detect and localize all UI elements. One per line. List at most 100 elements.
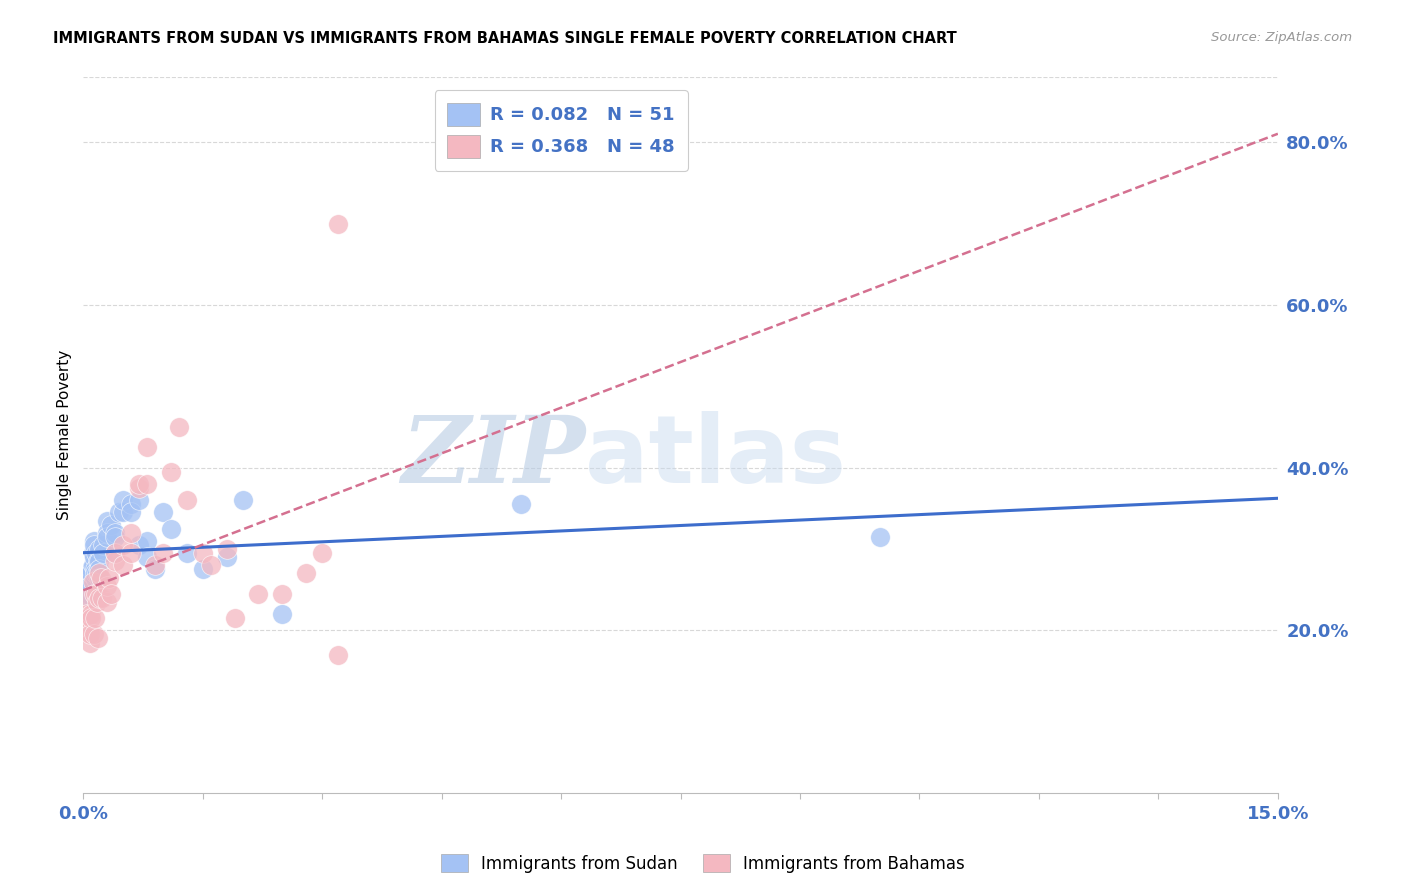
Point [86,566,108,581]
Point [311,546,333,560]
Point [100,587,122,601]
Point [224,611,246,625]
Point [120,506,142,520]
Point [79,591,101,605]
Point [112,558,135,573]
Point [232,493,254,508]
Text: IMMIGRANTS FROM SUDAN VS IMMIGRANTS FROM BAHAMAS SINGLE FEMALE POVERTY CORRELATI: IMMIGRANTS FROM SUDAN VS IMMIGRANTS FROM… [53,31,957,46]
Point [86,595,108,609]
Point [83,550,105,565]
Point [91,546,114,560]
Point [108,506,131,520]
Point [136,441,159,455]
Point [76,591,98,605]
Point [77,624,100,638]
Point [77,566,100,581]
Point [271,587,294,601]
Point [89,566,111,581]
Point [112,538,135,552]
Point [83,627,105,641]
Point [80,562,103,576]
Point [295,566,318,581]
Legend: Immigrants from Sudan, Immigrants from Bahamas: Immigrants from Sudan, Immigrants from B… [434,847,972,880]
Point [128,481,150,495]
Point [215,542,238,557]
Point [83,533,105,548]
Point [82,574,104,589]
Point [112,493,135,508]
Point [120,497,142,511]
Point [90,570,112,584]
Point [77,611,100,625]
Legend: R = 0.082   N = 51, R = 0.368   N = 48: R = 0.082 N = 51, R = 0.368 N = 48 [434,90,688,170]
Point [136,550,159,565]
Point [128,538,150,552]
Point [176,546,198,560]
Point [136,477,159,491]
Point [136,533,159,548]
Point [86,554,108,568]
Point [152,506,174,520]
Point [96,595,118,609]
Point [326,217,349,231]
Point [97,570,120,584]
Point [76,607,98,621]
Point [82,546,104,560]
Point [326,648,349,662]
Point [152,546,174,560]
Point [84,562,107,576]
Point [96,579,118,593]
Point [510,497,533,511]
Text: Source: ZipAtlas.com: Source: ZipAtlas.com [1212,31,1353,45]
Point [120,525,142,540]
Point [104,554,127,568]
Point [869,530,891,544]
Point [79,579,101,593]
Point [80,607,103,621]
Point [167,420,190,434]
Point [79,627,101,641]
Point [83,587,105,601]
Point [91,591,114,605]
Point [84,566,107,581]
Point [86,632,108,646]
Point [89,570,111,584]
Point [120,546,142,560]
Point [89,554,111,568]
Point [76,574,98,589]
Point [143,562,166,576]
Point [77,587,100,601]
Point [191,562,214,576]
Point [84,611,107,625]
Point [271,607,294,621]
Point [176,493,198,508]
Point [191,546,214,560]
Point [80,611,103,625]
Point [100,517,122,532]
Point [84,587,107,601]
Point [143,558,166,573]
Point [83,538,105,552]
Point [96,525,118,540]
Point [128,493,150,508]
Point [104,530,127,544]
Point [200,558,222,573]
Point [104,525,127,540]
Point [96,514,118,528]
Point [160,465,183,479]
Point [160,522,183,536]
Point [89,562,111,576]
Point [84,570,107,584]
Point [89,591,111,605]
Point [80,566,103,581]
Text: ZIP: ZIP [401,412,585,501]
Point [76,570,98,584]
Point [79,635,101,649]
Point [104,546,127,560]
Point [104,546,127,560]
Point [215,550,238,565]
Point [84,546,107,560]
Point [128,477,150,491]
Point [247,587,270,601]
Y-axis label: Single Female Poverty: Single Female Poverty [58,350,72,520]
